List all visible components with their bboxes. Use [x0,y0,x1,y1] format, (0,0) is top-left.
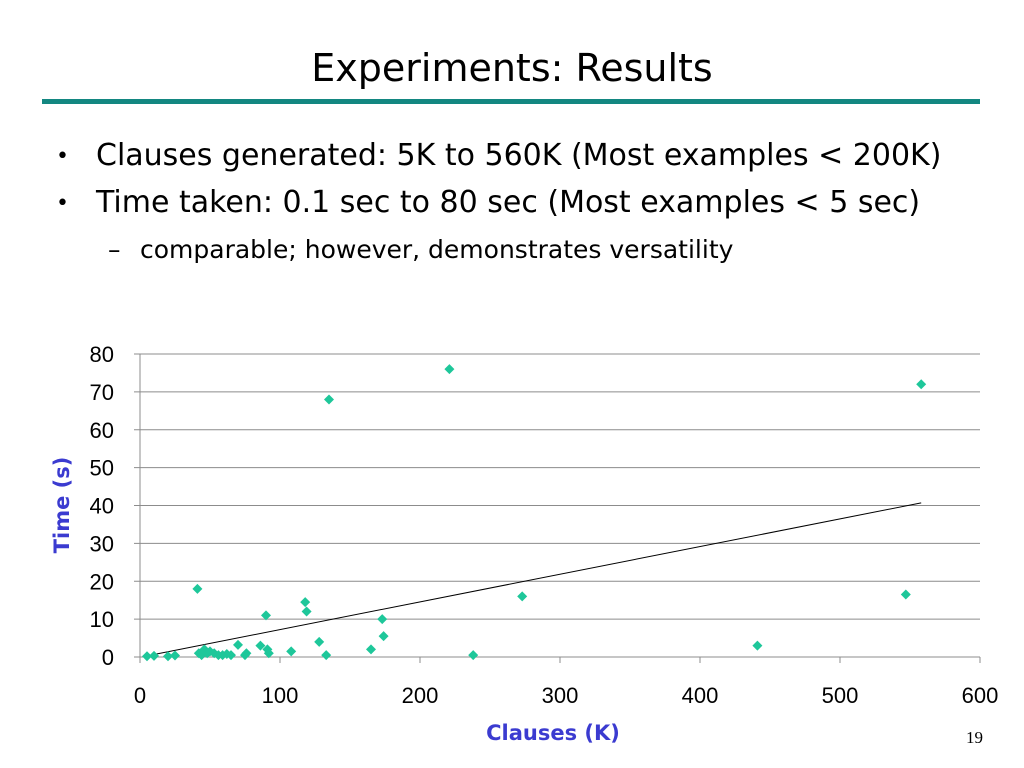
x-tick-label: 200 [402,683,439,708]
sub-bullet-marker: – [108,235,121,264]
title-divider [42,99,980,104]
data-point [286,646,297,657]
x-tick-label: 300 [542,683,579,708]
data-point [192,583,203,594]
data-point [366,644,376,655]
data-point [300,597,311,608]
data-point [241,648,252,659]
x-tick-label: 600 [962,683,999,708]
y-tick-label: 0 [102,645,114,670]
data-point [163,651,173,662]
y-tick-label: 30 [90,531,114,556]
bullet-clauses-generated: Clauses generated: 5K to 560K (Most exam… [96,138,942,173]
x-tick-label: 0 [134,683,146,708]
data-point [324,394,334,405]
data-point [261,610,271,621]
data-point [468,650,479,661]
data-point [263,648,274,659]
data-point [226,650,236,661]
data-point [142,651,152,662]
data-point [752,640,763,651]
bullet-marker: • [56,144,69,169]
bullet-time-taken: Time taken: 0.1 sec to 80 sec (Most exam… [96,185,921,220]
slide-title: Experiments: Results [311,46,713,90]
y-tick-label: 40 [90,494,114,519]
bullet-marker: • [56,191,69,216]
data-point [233,639,243,650]
y-axis-title: Time (s) [50,457,74,554]
data-point [378,631,389,642]
data-point [321,650,332,661]
data-point [517,591,528,602]
data-point [444,364,455,375]
x-axis-title: Clauses (K) [486,721,620,745]
y-tick-label: 10 [90,607,114,632]
y-tick-label: 60 [90,418,114,443]
data-point [314,636,325,647]
x-tick-label: 100 [262,683,299,708]
y-tick-label: 50 [90,456,114,481]
data-point [255,640,266,651]
y-tick-label: 70 [90,380,114,405]
y-tick-label: 20 [90,569,114,594]
sub-bullet-comparable: comparable; however, demonstrates versat… [140,235,734,264]
data-point [149,650,159,661]
page-number: 19 [966,728,983,747]
trendline [146,502,922,657]
data-point [377,614,388,625]
y-tick-label: 80 [90,342,114,367]
x-tick-label: 400 [682,683,719,708]
x-tick-label: 500 [822,683,859,708]
data-point [170,650,180,661]
data-point [900,589,911,600]
data-point [301,606,312,617]
data-point [916,379,927,390]
